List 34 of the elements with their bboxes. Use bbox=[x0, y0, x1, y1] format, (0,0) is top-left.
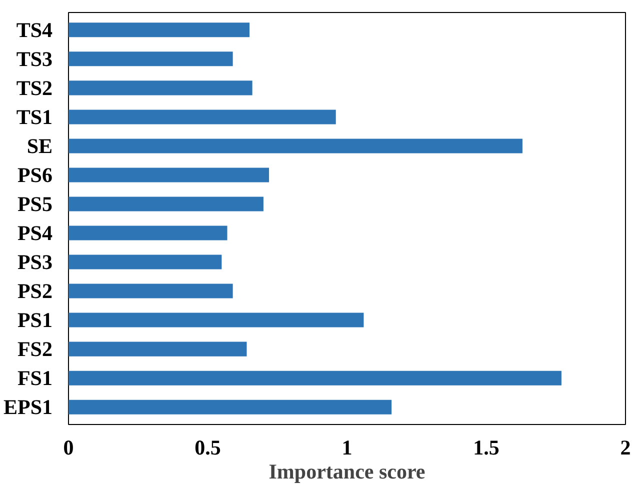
x-tick-label: 0 bbox=[63, 436, 74, 460]
x-axis-title: Importance score bbox=[268, 460, 426, 484]
y-tick-label: PS2 bbox=[17, 279, 53, 304]
bar bbox=[68, 370, 562, 386]
x-tick-label: 1.5 bbox=[473, 436, 500, 460]
bar bbox=[68, 110, 336, 124]
y-tick-label: FS2 bbox=[17, 337, 53, 362]
bar bbox=[68, 342, 247, 356]
bar bbox=[68, 196, 264, 212]
bar bbox=[68, 52, 233, 66]
y-tick-label: SE bbox=[26, 134, 52, 158]
bar bbox=[68, 22, 250, 38]
y-tick-label: TS1 bbox=[16, 104, 52, 129]
bar bbox=[68, 312, 364, 328]
bar bbox=[68, 226, 228, 240]
y-tick-label: TS3 bbox=[16, 46, 52, 71]
x-tick-label: 2 bbox=[620, 436, 631, 460]
y-tick-label: TS4 bbox=[16, 18, 53, 42]
x-tick-label: 0.5 bbox=[194, 436, 221, 460]
y-tick-label: FS1 bbox=[17, 366, 53, 390]
y-tick-label: TS2 bbox=[16, 76, 52, 100]
y-tick-label: PS5 bbox=[17, 192, 53, 216]
bar bbox=[68, 284, 233, 298]
bar bbox=[68, 400, 392, 414]
bar bbox=[68, 254, 222, 270]
y-tick-label: EPS1 bbox=[3, 395, 52, 420]
bar bbox=[68, 168, 270, 182]
y-tick-label: PS3 bbox=[17, 250, 53, 274]
y-tick-label: PS1 bbox=[17, 308, 53, 332]
y-tick-label: PS4 bbox=[17, 221, 53, 246]
x-tick-label: 1 bbox=[342, 436, 352, 460]
bar bbox=[68, 80, 252, 96]
bar bbox=[68, 138, 522, 154]
y-tick-label: PS6 bbox=[17, 162, 53, 187]
